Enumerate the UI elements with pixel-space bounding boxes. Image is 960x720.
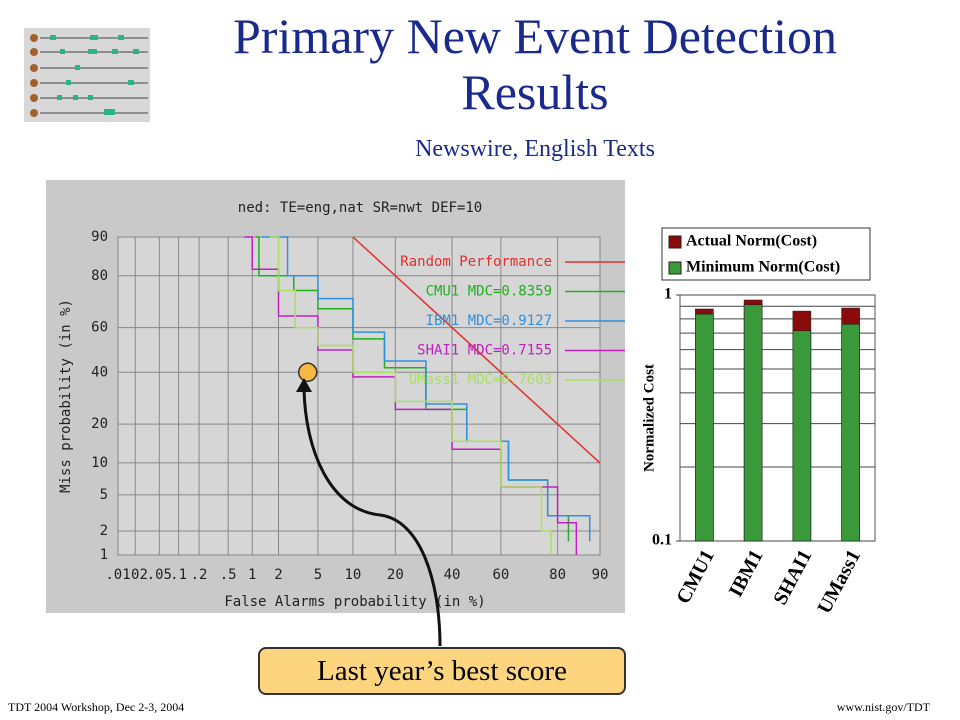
x-tick-label: .05 bbox=[147, 567, 172, 583]
y-tick-label: 10 bbox=[91, 455, 108, 471]
callout-arrow bbox=[302, 387, 442, 647]
legend-swatch bbox=[668, 261, 682, 275]
x-tick-label: .5 bbox=[220, 567, 237, 583]
bar bbox=[841, 323, 860, 542]
logo-icon bbox=[24, 28, 150, 122]
x-tick-label: .1 bbox=[170, 567, 187, 583]
x-tick-label: 60 bbox=[492, 567, 509, 583]
x-tick-label: 20 bbox=[387, 567, 404, 583]
footer-left: TDT 2004 Workshop, Dec 2-3, 2004 bbox=[8, 700, 185, 714]
legend-swatch bbox=[668, 235, 682, 249]
x-tick-label: 90 bbox=[592, 567, 609, 583]
y-tick-label: 2 bbox=[100, 523, 108, 539]
x-tick-label: .01 bbox=[105, 567, 130, 583]
callout-arrowhead bbox=[296, 378, 312, 392]
y-tick-label: 40 bbox=[91, 364, 108, 380]
legend-label: Minimum Norm(Cost) bbox=[686, 259, 840, 276]
y-tick-label: 20 bbox=[91, 416, 108, 432]
chart-title: ned: TE=eng,nat SR=nwt DEF=10 bbox=[238, 200, 482, 216]
legend-label: UMass1 MDC=0.7603 bbox=[409, 372, 552, 388]
x-tick-label: 2 bbox=[274, 567, 282, 583]
x-tick-label: 5 bbox=[314, 567, 322, 583]
series-line bbox=[352, 236, 601, 464]
bar bbox=[792, 330, 812, 542]
footer-right: www.nist.gov/TDT bbox=[836, 700, 930, 714]
callout: Last year’s best score bbox=[258, 647, 626, 695]
y-tick-label: 1 bbox=[664, 286, 672, 303]
plot-area bbox=[117, 236, 601, 556]
x-tick-label: UMass1 bbox=[813, 546, 865, 617]
slide-subtitle: Newswire, English Texts bbox=[415, 136, 655, 162]
highlight-point bbox=[297, 362, 318, 383]
legend-label: IBM1 MDC=0.9127 bbox=[426, 313, 552, 329]
bar bbox=[743, 304, 763, 542]
y-tick-label: 60 bbox=[91, 320, 108, 336]
legend-label: SHAI1 MDC=0.7155 bbox=[417, 343, 552, 359]
x-tick-label: 80 bbox=[549, 567, 566, 583]
series-line bbox=[269, 236, 552, 555]
slide-title: Primary New Event Detection Results bbox=[233, 8, 837, 120]
y-tick-label: 0.1 bbox=[652, 532, 672, 549]
series-line bbox=[261, 236, 591, 542]
x-axis-label: False Alarms probability (in %) bbox=[224, 594, 485, 610]
x-tick-label: SHAI1 bbox=[769, 546, 816, 608]
x-tick-label: 1 bbox=[248, 567, 256, 583]
x-tick-label: 40 bbox=[444, 567, 461, 583]
x-tick-label: CMU1 bbox=[672, 546, 719, 607]
bar bbox=[695, 313, 714, 542]
legend-label: CMU1 MDC=0.8359 bbox=[426, 284, 552, 300]
y-axis-label: Miss probability (in %) bbox=[58, 299, 74, 493]
y-tick-label: 1 bbox=[100, 547, 108, 563]
x-tick-label: 10 bbox=[345, 567, 362, 583]
y-axis-label: Normalized Cost bbox=[641, 364, 657, 472]
legend-label: Actual Norm(Cost) bbox=[686, 233, 817, 250]
x-tick-label: .02 bbox=[123, 567, 148, 583]
x-tick-label: .2 bbox=[191, 567, 208, 583]
y-tick-label: 80 bbox=[91, 268, 108, 284]
bar-legend-box bbox=[661, 227, 871, 281]
x-tick-label: IBM1 bbox=[725, 546, 768, 600]
y-tick-label: 5 bbox=[100, 487, 108, 503]
y-tick-label: 90 bbox=[91, 229, 108, 245]
legend-label: Random Performance bbox=[400, 254, 552, 270]
